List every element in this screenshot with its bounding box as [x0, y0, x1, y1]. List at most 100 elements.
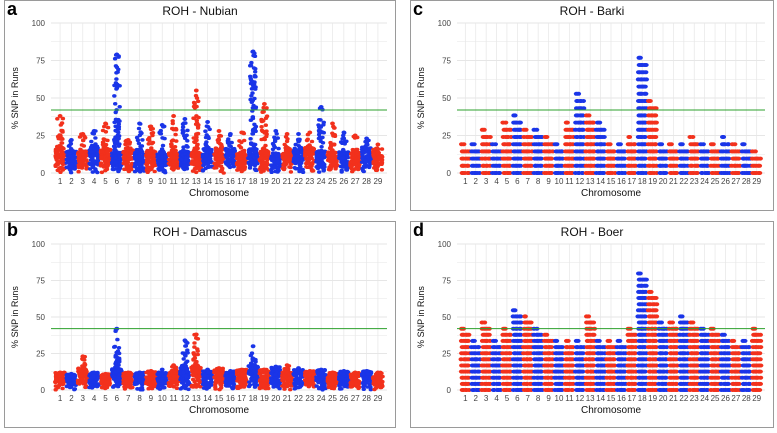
- snp-peak-point: [239, 130, 245, 135]
- x-tick-label: 8: [536, 177, 541, 186]
- snp-point: [318, 129, 323, 133]
- snp-point: [134, 373, 139, 378]
- snp-point: [112, 83, 117, 88]
- x-tick-label: 29: [752, 177, 761, 186]
- snp-point: [218, 164, 224, 168]
- snp-point: [471, 142, 477, 147]
- snp-point: [105, 125, 111, 130]
- snp-point: [238, 163, 243, 168]
- snp-point: [486, 149, 492, 154]
- x-tick-label: 19: [648, 177, 657, 186]
- snp-point: [231, 385, 236, 390]
- snp-point: [93, 142, 98, 146]
- snp-peak-point: [262, 102, 267, 106]
- snp-point: [117, 359, 122, 364]
- snp-peak-point: [216, 129, 222, 133]
- snp-point: [308, 163, 313, 167]
- panel-b: ROH - Damascus 0 25 50 75 100% SNP in Runs 1 2 3…: [4, 220, 396, 428]
- y-tick-label: 100: [32, 19, 46, 28]
- snp-point: [252, 73, 257, 78]
- snp-point: [258, 155, 264, 160]
- snp-point: [663, 156, 669, 161]
- snp-point: [580, 99, 586, 103]
- data-points: [53, 49, 385, 175]
- x-tick-label: 9: [149, 177, 154, 186]
- snp-point: [300, 170, 306, 174]
- snp-point: [259, 119, 264, 123]
- x-tick-label: 29: [373, 177, 382, 186]
- snp-point: [127, 142, 132, 146]
- snp-point: [350, 169, 355, 174]
- y-tick-label: 75: [36, 57, 45, 66]
- snp-point: [191, 154, 197, 158]
- snp-point: [231, 158, 236, 163]
- snp-point: [736, 171, 742, 175]
- snp-point: [98, 161, 104, 165]
- x-tick-label: 5: [103, 394, 108, 403]
- snp-point: [374, 168, 379, 173]
- snp-point: [89, 383, 94, 387]
- snp-point: [294, 149, 300, 153]
- snp-point: [169, 154, 174, 159]
- snp-point: [104, 385, 110, 390]
- snp-point: [197, 380, 203, 384]
- snp-point: [78, 147, 83, 152]
- snp-point: [192, 379, 197, 384]
- snp-point: [317, 159, 323, 164]
- snp-peak-point: [330, 121, 335, 126]
- snp-point: [476, 171, 483, 175]
- snp-point: [144, 381, 149, 386]
- snp-point: [293, 166, 299, 171]
- snp-point: [53, 387, 58, 392]
- x-tick-label: 7: [126, 394, 131, 403]
- snp-peak-point: [341, 130, 347, 135]
- snp-point: [196, 150, 201, 155]
- snp-point: [56, 384, 61, 388]
- snp-point: [379, 147, 385, 151]
- snp-point: [138, 130, 143, 134]
- snp-point: [710, 142, 716, 147]
- snp-point: [129, 377, 134, 382]
- snp-point: [297, 169, 302, 174]
- x-tick-label: 3: [81, 394, 86, 403]
- snp-point: [195, 142, 200, 147]
- snp-point: [653, 106, 659, 111]
- snp-point: [90, 158, 96, 163]
- snp-point: [183, 344, 188, 348]
- x-tick-label: 29: [373, 394, 382, 403]
- snp-point: [548, 156, 555, 161]
- snp-point: [146, 142, 151, 146]
- snp-point: [215, 161, 221, 166]
- snp-point: [174, 159, 179, 164]
- snp-point: [168, 383, 173, 388]
- x-tick-label: 27: [731, 177, 740, 186]
- snp-peak-point: [69, 371, 74, 376]
- snp-point: [360, 156, 365, 161]
- panel-letter: a: [7, 0, 18, 19]
- panel-letter: c: [413, 0, 424, 19]
- snp-point: [60, 160, 66, 164]
- x-tick-label: 14: [596, 177, 605, 186]
- snp-point: [114, 77, 119, 81]
- snp-point: [601, 149, 607, 154]
- x-tick-label: 25: [711, 177, 720, 186]
- snp-point: [170, 121, 175, 126]
- x-tick-label: 12: [575, 177, 584, 186]
- snp-point: [517, 120, 523, 125]
- snp-point: [243, 378, 249, 382]
- x-tick-label: 13: [586, 177, 595, 186]
- snp-point: [180, 149, 186, 153]
- snp-point: [251, 66, 257, 70]
- snp-point: [276, 146, 281, 151]
- snp-point: [113, 124, 118, 129]
- snp-point: [305, 150, 311, 154]
- snp-point: [487, 135, 493, 139]
- snp-point: [213, 385, 218, 389]
- snp-point: [137, 378, 142, 382]
- snp-point: [79, 369, 84, 373]
- snp-point: [116, 122, 122, 126]
- snp-point: [173, 132, 178, 137]
- snp-point: [741, 142, 747, 147]
- snp-point: [192, 353, 197, 357]
- snp-point: [113, 355, 118, 359]
